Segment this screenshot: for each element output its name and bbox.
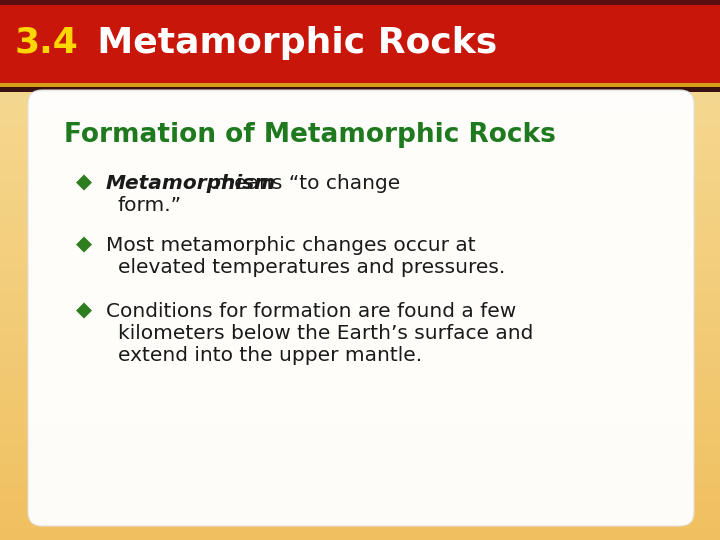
Text: elevated temperatures and pressures.: elevated temperatures and pressures. [118, 258, 505, 277]
Text: ◆: ◆ [76, 234, 92, 254]
Bar [0, 0, 720, 85]
FancyBboxPatch shape [28, 90, 694, 526]
Text: Most metamorphic changes occur at: Most metamorphic changes occur at [106, 236, 476, 255]
Text: means “to change: means “to change [208, 174, 400, 193]
Bar [0, 0, 720, 5]
Text: ◆: ◆ [76, 300, 92, 320]
Text: ◆: ◆ [76, 172, 92, 192]
Bar [0, 87, 720, 92]
Text: kilometers below the Earth’s surface and: kilometers below the Earth’s surface and [118, 324, 534, 343]
Text: 3.4: 3.4 [15, 25, 79, 59]
Text: Formation of Metamorphic Rocks: Formation of Metamorphic Rocks [64, 122, 556, 148]
Bar [0, 83, 720, 88]
Text: form.”: form.” [118, 196, 182, 215]
Text: Conditions for formation are found a few: Conditions for formation are found a few [106, 302, 516, 321]
Text: Metamorphism: Metamorphism [106, 174, 276, 193]
Text: Metamorphic Rocks: Metamorphic Rocks [72, 25, 498, 59]
Text: extend into the upper mantle.: extend into the upper mantle. [118, 346, 422, 365]
